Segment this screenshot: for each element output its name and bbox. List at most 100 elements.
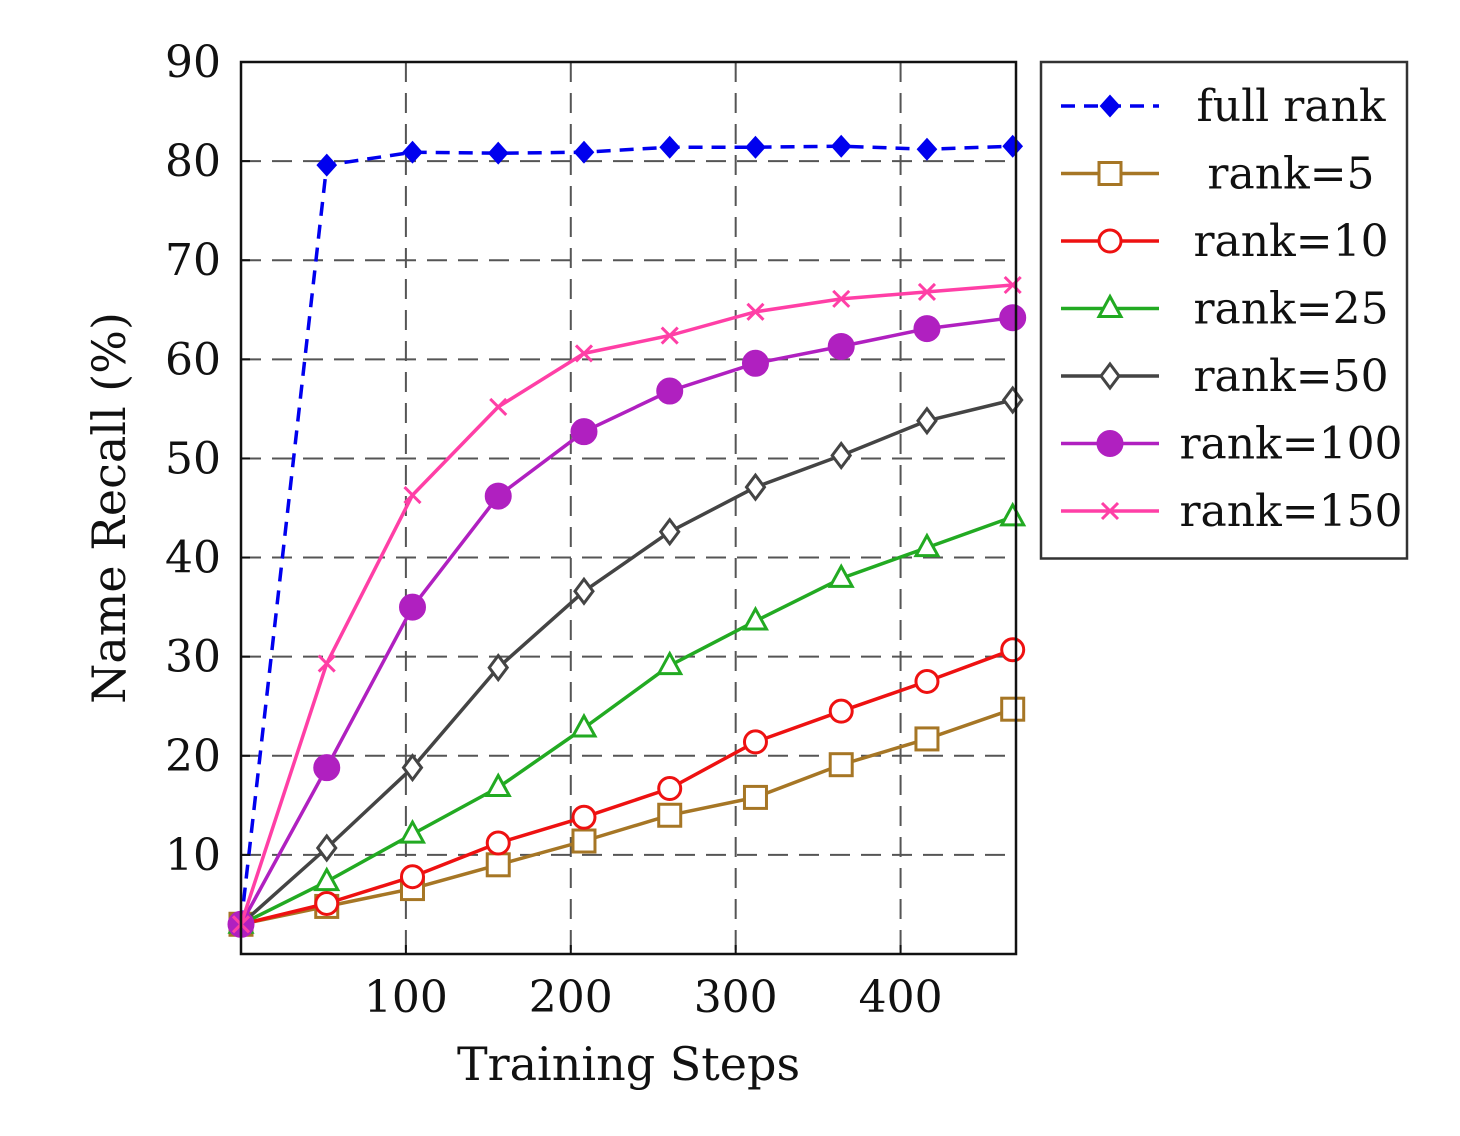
x-tick-label: 100: [364, 972, 448, 1023]
data-point: [659, 135, 681, 159]
legend-label: rank=5: [1207, 149, 1374, 200]
data-point: [1000, 696, 1026, 722]
legend-label: rank=10: [1193, 216, 1388, 267]
data-point: [489, 397, 508, 416]
data-point: [487, 653, 510, 683]
legend-box: [1039, 60, 1409, 560]
data-point: [916, 137, 938, 161]
series-line: [240, 648, 1014, 927]
data-point: [571, 804, 597, 830]
data-point: [487, 141, 509, 165]
data-point: [314, 890, 340, 916]
x-tick-label: 400: [859, 972, 943, 1023]
data-point: [830, 440, 853, 470]
data-point: [832, 289, 851, 308]
legend-label: rank=100: [1179, 419, 1402, 470]
data-point: [574, 344, 594, 363]
data-point: [657, 802, 683, 828]
legend-marker: [1099, 361, 1121, 391]
series-rank-100: [227, 304, 1027, 938]
data-point: [999, 304, 1027, 332]
data-point: [485, 830, 511, 856]
series-line: [239, 144, 1013, 925]
data-point: [741, 349, 769, 377]
data-point: [573, 576, 595, 606]
data-point: [1001, 385, 1024, 415]
data-point: [484, 482, 512, 510]
data-point: [913, 315, 941, 343]
legend-label: rank=150: [1179, 486, 1402, 537]
legend-label: rank=50: [1193, 351, 1388, 402]
data-point: [656, 650, 684, 676]
series-rank-150: [231, 275, 1022, 934]
data-point: [570, 418, 598, 446]
data-point: [402, 140, 423, 164]
series-line: [239, 283, 1013, 925]
data-point: [827, 563, 855, 588]
series-layer: [227, 134, 1027, 939]
data-point: [828, 752, 854, 778]
y-tick-label: 70: [165, 235, 221, 286]
data-point: [827, 332, 855, 360]
legend-marker: [1097, 161, 1123, 186]
x-axis-title: Training Steps: [457, 1037, 800, 1091]
data-point: [741, 605, 770, 631]
legend-marker: [1097, 228, 1123, 254]
legend-marker: [1100, 501, 1120, 521]
data-point: [570, 712, 598, 738]
data-point: [398, 593, 426, 621]
data-point: [916, 406, 938, 436]
data-point: [484, 772, 512, 797]
y-tick-label: 90: [165, 37, 221, 88]
legend-label: full rank: [1196, 81, 1385, 132]
data-point: [914, 726, 940, 752]
data-point: [828, 698, 854, 724]
y-axis-title: Name Recall (%): [82, 312, 136, 704]
legend-marker: [1099, 94, 1121, 118]
data-point: [660, 326, 679, 345]
data-point: [744, 472, 767, 502]
data-point: [917, 282, 937, 301]
data-point: [658, 517, 681, 547]
data-point: [914, 668, 940, 694]
data-point: [485, 852, 511, 878]
data-point: [745, 135, 766, 159]
y-tick-label: 20: [165, 731, 221, 782]
data-point: [830, 134, 852, 158]
series-rank-10: [228, 637, 1026, 937]
series-rank-50: [230, 385, 1024, 939]
data-point: [317, 654, 336, 673]
data-point: [1000, 637, 1026, 663]
series-rank-5: [228, 696, 1026, 937]
data-point: [913, 532, 941, 558]
data-point: [742, 784, 768, 810]
y-tick-label: 60: [165, 334, 221, 385]
series-line: [240, 515, 1014, 926]
data-point: [313, 866, 341, 892]
data-point: [403, 486, 422, 505]
data-point: [401, 753, 424, 783]
data-point: [742, 729, 768, 755]
data-point: [1002, 134, 1024, 158]
legend-label: rank=25: [1193, 284, 1388, 335]
grid: [241, 62, 1016, 954]
legend-marker: [1096, 430, 1124, 457]
y-tick-label: 40: [165, 533, 221, 584]
series-rank-25: [227, 501, 1027, 934]
plot-frame: [239, 60, 1018, 956]
data-point: [398, 818, 427, 844]
data-point: [656, 377, 684, 405]
data-point: [316, 153, 338, 177]
series-full-rank: [230, 134, 1024, 936]
data-point: [999, 501, 1027, 527]
data-point: [746, 302, 765, 321]
tick-labels: 100 200 300 400 10 20 30 40 50 60 70 80 90: [165, 37, 943, 1023]
y-tick-label: 30: [165, 632, 221, 683]
x-tick-label: 200: [529, 972, 613, 1023]
data-point: [313, 754, 341, 782]
y-tick-label: 10: [165, 830, 221, 881]
data-point: [1003, 275, 1022, 295]
data-point: [399, 864, 425, 890]
data-point: [573, 140, 595, 164]
